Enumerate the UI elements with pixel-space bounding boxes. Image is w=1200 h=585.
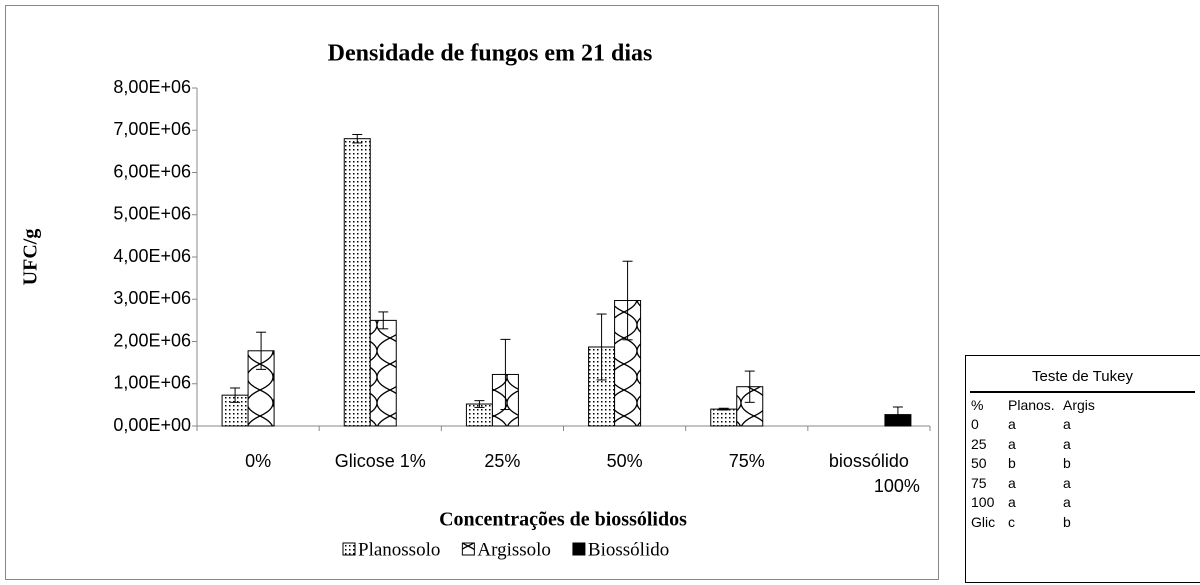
- table-row: 100 a a: [966, 493, 1200, 513]
- table-cell: a: [1063, 474, 1071, 491]
- x-tick-label: 25%: [484, 451, 520, 471]
- error-bar: [352, 133, 363, 144]
- table-cell: Glic: [971, 513, 996, 530]
- table-cell: a: [1063, 416, 1071, 433]
- chart: Densidade de fungos em 21 dias UFC/g Con…: [5, 5, 939, 580]
- table-cell: Planos.: [1008, 396, 1055, 413]
- table-cell: a: [1008, 435, 1016, 452]
- legend-swatch: [342, 542, 356, 556]
- error-bar: [718, 407, 729, 411]
- x-tick-label: 75%: [729, 451, 765, 471]
- table-cell: a: [1063, 494, 1071, 511]
- chart-title: Densidade de fungos em 21 dias: [328, 41, 653, 67]
- legend-swatch: [572, 542, 586, 556]
- error-bar: [230, 387, 241, 403]
- error-bar: [744, 370, 755, 403]
- legend-label: Biossólido: [588, 539, 669, 560]
- error-bar: [378, 311, 389, 330]
- bar: [710, 408, 738, 427]
- table-cell: %: [971, 396, 984, 413]
- y-tick-label: 7,00E+06: [113, 119, 191, 139]
- table-row: 25 a a: [966, 434, 1200, 454]
- y-tick-label: 6,00E+06: [113, 161, 191, 181]
- y-tick-label: 2,00E+06: [113, 330, 191, 350]
- x-tick-label: 50%: [607, 451, 643, 471]
- error-bar: [500, 338, 511, 411]
- legend-label: Planossolo: [358, 539, 440, 560]
- legend-swatch: [461, 542, 475, 556]
- y-tick-label: 4,00E+06: [113, 246, 191, 266]
- error-bar: [256, 331, 267, 370]
- error-bar: [474, 400, 485, 408]
- table-cell: b: [1063, 513, 1071, 530]
- x-tick-label: biossólido 100%: [829, 451, 920, 496]
- y-tick-label: 5,00E+06: [113, 204, 191, 224]
- table-cell: a: [1008, 474, 1016, 491]
- x-axis-title: Concentrações de biossólidos: [439, 509, 687, 531]
- y-tick-label: 8,00E+06: [113, 77, 191, 97]
- error-bar: [622, 260, 633, 341]
- table-row: Glic c b: [966, 512, 1200, 532]
- table-row: 50 b b: [966, 454, 1200, 474]
- table-cell: a: [1008, 494, 1016, 511]
- table-row: % Planos. Argis: [966, 395, 1200, 415]
- table-cell: b: [1008, 455, 1016, 472]
- chart-border: [5, 5, 939, 580]
- table-cell: b: [1063, 455, 1071, 472]
- table-cell: c: [1008, 513, 1015, 530]
- table-row: 75 a a: [966, 473, 1200, 493]
- table-row: 0 a a: [966, 415, 1200, 435]
- table-title: Teste de Tukey: [970, 368, 1195, 393]
- table-cell: a: [1063, 435, 1071, 452]
- table-cell: 25: [971, 435, 987, 452]
- table-cell: 0: [971, 416, 979, 433]
- bar: [369, 319, 397, 427]
- table-cell: a: [1008, 416, 1016, 433]
- error-bar: [596, 313, 607, 381]
- x-tick-label: 0%: [245, 451, 271, 471]
- y-tick-label: 1,00E+06: [113, 373, 191, 393]
- tukey-table: Teste de Tukey % Planos. Argis 0 a a 25 a a 50 b b 7…: [965, 355, 1200, 583]
- table-cell: 50: [971, 455, 987, 472]
- x-tick-label: Glicose 1%: [335, 451, 426, 471]
- error-bar: [892, 406, 903, 423]
- y-tick-label: 3,00E+06: [113, 288, 191, 308]
- y-tick-label: 0,00E+00: [113, 415, 191, 435]
- y-axis-title: UFC/g: [20, 229, 42, 286]
- bar: [343, 138, 371, 427]
- table-cell: 75: [971, 474, 987, 491]
- legend-label: Argissolo: [477, 539, 551, 560]
- table-cell: Argis: [1063, 396, 1095, 413]
- table-cell: 100: [971, 494, 995, 511]
